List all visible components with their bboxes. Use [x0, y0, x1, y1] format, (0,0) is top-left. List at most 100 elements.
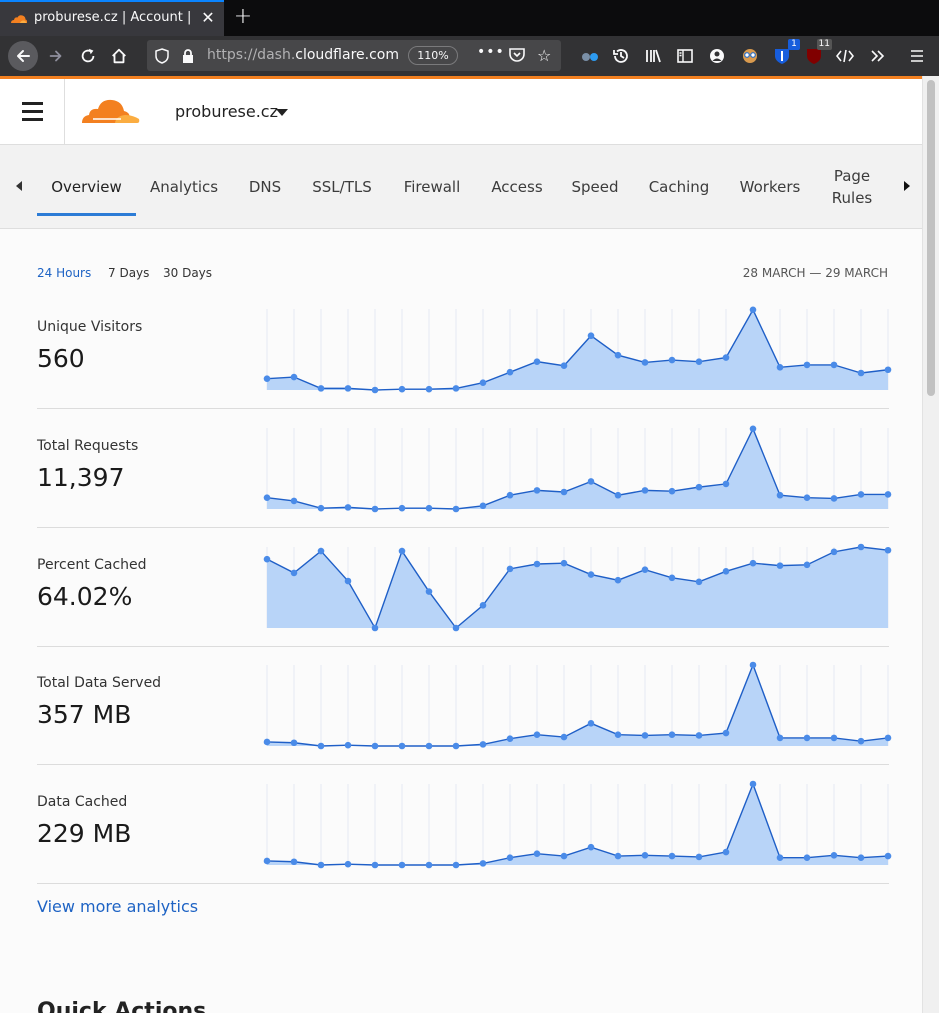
zoom-level-button[interactable]: 110% — [408, 46, 458, 65]
tracking-shield-icon[interactable] — [155, 48, 169, 64]
data-point[interactable] — [371, 742, 379, 750]
data-point[interactable] — [479, 602, 487, 609]
forward-button[interactable] — [42, 42, 70, 70]
data-point[interactable] — [533, 731, 541, 738]
data-point[interactable] — [830, 495, 838, 502]
data-point[interactable] — [371, 386, 379, 394]
data-point[interactable] — [479, 860, 487, 867]
data-point[interactable] — [533, 358, 541, 365]
page-scrollbar[interactable] — [922, 76, 939, 1013]
dev-tools-button[interactable] — [831, 42, 859, 70]
data-point[interactable] — [560, 559, 568, 567]
data-point[interactable] — [641, 359, 649, 366]
page-actions-icon[interactable]: ••• — [477, 44, 505, 60]
data-point[interactable] — [803, 361, 811, 369]
data-point[interactable] — [479, 379, 487, 387]
reload-button[interactable] — [74, 42, 102, 70]
data-point[interactable] — [452, 861, 460, 869]
data-point[interactable] — [506, 565, 514, 573]
caret-down-icon[interactable] — [276, 109, 288, 116]
range-30-days[interactable]: 30 Days — [163, 266, 213, 280]
tab-dns[interactable]: DNS — [248, 178, 282, 196]
data-point[interactable] — [695, 483, 703, 491]
data-point[interactable] — [452, 505, 460, 513]
sidebar-button[interactable] — [671, 42, 699, 70]
extension-button-2[interactable] — [736, 42, 764, 70]
data-point[interactable] — [425, 861, 433, 869]
data-point[interactable] — [614, 491, 622, 499]
data-point[interactable] — [506, 491, 514, 499]
data-point[interactable] — [317, 861, 325, 869]
nav-scroll-left-icon[interactable] — [10, 175, 30, 197]
data-point[interactable] — [587, 478, 595, 485]
data-point[interactable] — [614, 852, 622, 860]
data-point[interactable] — [749, 661, 757, 669]
tab-firewall[interactable]: Firewall — [403, 178, 461, 196]
close-tab-icon[interactable]: ✕ — [201, 8, 215, 27]
data-point[interactable] — [776, 562, 784, 569]
data-point[interactable] — [263, 375, 271, 382]
data-point[interactable] — [830, 548, 838, 556]
data-point[interactable] — [290, 858, 298, 866]
data-point[interactable] — [695, 853, 703, 861]
data-point[interactable] — [506, 854, 514, 862]
data-point[interactable] — [587, 720, 595, 727]
new-tab-button[interactable]: + — [233, 4, 253, 29]
overflow-menu-button[interactable] — [863, 42, 891, 70]
data-point[interactable] — [722, 568, 730, 575]
tab-caching[interactable]: Caching — [648, 178, 710, 196]
extension-button-1[interactable] — [576, 42, 604, 70]
home-button[interactable] — [105, 42, 133, 70]
data-point[interactable] — [722, 480, 730, 488]
data-point[interactable] — [884, 546, 892, 554]
bookmark-star-icon[interactable]: ☆ — [537, 46, 552, 65]
data-point[interactable] — [425, 588, 433, 595]
data-point[interactable] — [398, 742, 406, 750]
data-point[interactable] — [263, 555, 271, 563]
data-point[interactable] — [290, 497, 298, 505]
data-point[interactable] — [317, 547, 325, 555]
data-point[interactable] — [344, 741, 352, 749]
data-point[interactable] — [614, 731, 622, 738]
data-point[interactable] — [884, 491, 892, 498]
data-point[interactable] — [479, 502, 487, 510]
data-point[interactable] — [614, 351, 622, 359]
back-button[interactable] — [8, 41, 38, 71]
data-point[interactable] — [425, 504, 433, 512]
data-point[interactable] — [317, 385, 325, 392]
data-point[interactable] — [398, 861, 406, 869]
data-point[interactable] — [479, 741, 487, 748]
data-point[interactable] — [290, 739, 298, 747]
data-point[interactable] — [776, 364, 784, 371]
tab-workers[interactable]: Workers — [739, 178, 801, 196]
data-point[interactable] — [452, 385, 460, 392]
range-7-days[interactable]: 7 Days — [108, 266, 150, 280]
data-point[interactable] — [533, 850, 541, 857]
data-point[interactable] — [803, 494, 811, 501]
data-point[interactable] — [317, 742, 325, 750]
data-point[interactable] — [857, 491, 865, 498]
data-point[interactable] — [344, 385, 352, 392]
data-point[interactable] — [641, 487, 649, 494]
data-point[interactable] — [641, 732, 649, 739]
data-point[interactable] — [587, 843, 595, 851]
data-point[interactable] — [668, 356, 676, 364]
data-point[interactable] — [425, 742, 433, 750]
range-24-hours[interactable]: 24 Hours — [37, 266, 92, 280]
data-point[interactable] — [830, 851, 838, 859]
data-point[interactable] — [749, 559, 757, 567]
view-more-analytics-link[interactable]: View more analytics — [37, 897, 199, 916]
data-point[interactable] — [830, 361, 838, 369]
data-point[interactable] — [398, 385, 406, 393]
data-point[interactable] — [317, 504, 325, 512]
data-point[interactable] — [722, 354, 730, 361]
tab-access[interactable]: Access — [491, 178, 543, 196]
account-button[interactable] — [703, 42, 731, 70]
data-point[interactable] — [371, 861, 379, 869]
data-point[interactable] — [803, 854, 811, 862]
cloudflare-logo-icon[interactable] — [81, 97, 141, 125]
data-point[interactable] — [398, 504, 406, 512]
data-point[interactable] — [425, 385, 433, 393]
data-point[interactable] — [263, 494, 271, 501]
data-point[interactable] — [722, 848, 730, 856]
